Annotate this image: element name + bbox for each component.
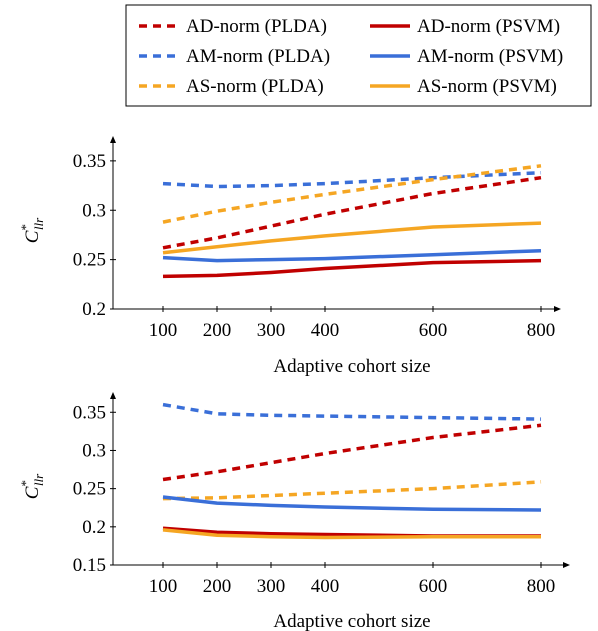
legend-label-as-norm-psvm: AS-norm (PSVM)	[417, 76, 557, 97]
y-axis-label-sub: llr	[31, 473, 46, 486]
x-axis-arrow	[563, 562, 570, 568]
y-axis-label-sub: llr	[31, 217, 46, 230]
x-tick-label: 400	[311, 576, 340, 597]
x-tick-label: 300	[257, 576, 286, 597]
y-tick-label: 0.3	[82, 200, 106, 221]
y-axis-label-main: C	[22, 486, 43, 499]
x-tick-label: 600	[419, 320, 448, 341]
series-line-am-norm-plda	[162, 402, 542, 421]
y-axis-label-main: C	[22, 230, 43, 243]
legend-label-ad-norm-psvm: AD-norm (PSVM)	[417, 16, 560, 37]
x-tick-label: 400	[311, 320, 340, 341]
x-axis-label: Adaptive cohort size	[273, 611, 430, 631]
y-tick-label: 0.25	[73, 250, 106, 271]
x-tick-label: 100	[149, 576, 178, 597]
x-tick-label: 200	[203, 576, 232, 597]
series-line-am-norm-plda	[162, 170, 542, 189]
x-tick-label: 600	[419, 576, 448, 597]
legend-label-am-norm-plda: AM-norm (PLDA)	[186, 46, 330, 67]
legend: AD-norm (PLDA) AD-norm (PSVM) AM-norm (PLD…	[125, 4, 592, 107]
series-line-as-norm-plda	[162, 164, 542, 224]
y-tick-label: 0.35	[73, 151, 106, 172]
y-axis-label-sup: *	[18, 224, 33, 231]
y-tick-label: 0.25	[73, 479, 106, 500]
legend-label-ad-norm-plda: AD-norm (PLDA)	[186, 16, 327, 37]
x-tick-label: 300	[257, 320, 286, 341]
chart-top: 0.2 0.25 0.3 0.35 100 200 300 400 600 800 Adaptive…	[18, 136, 561, 377]
x-tick-label: 200	[203, 320, 232, 341]
y-tick-label: 0.2	[82, 517, 106, 538]
series-line-ad-norm-plda	[162, 175, 542, 250]
y-tick-label: 0.2	[82, 299, 106, 320]
y-axis-label-sup: *	[18, 480, 33, 487]
series-line-as-norm-psvm	[162, 528, 541, 540]
y-axis-arrow	[110, 136, 116, 143]
legend-label-am-norm-psvm: AM-norm (PSVM)	[417, 46, 563, 67]
y-tick-label: 0.15	[73, 555, 106, 576]
series-line-ad-norm-psvm	[162, 258, 542, 279]
y-tick-label: 0.3	[82, 440, 106, 461]
y-axis-label: C*llr	[18, 473, 46, 499]
legend-box	[125, 4, 592, 107]
legend-label-as-norm-plda: AS-norm (PLDA)	[186, 76, 324, 97]
x-axis-arrow	[554, 306, 561, 312]
series-line-ad-norm-plda	[162, 423, 542, 482]
x-axis-label: Adaptive cohort size	[273, 356, 430, 377]
x-tick-label: 800	[527, 576, 556, 597]
y-tick-label: 0.35	[73, 402, 106, 423]
series-line-as-norm-psvm	[162, 221, 542, 255]
y-axis-arrow	[110, 392, 116, 399]
x-tick-label: 800	[527, 320, 556, 341]
series-line-am-norm-psvm	[162, 495, 542, 512]
x-tick-label: 100	[149, 320, 178, 341]
series-line-as-norm-plda	[162, 480, 542, 501]
y-axis-label: C*llr	[18, 217, 46, 243]
series-line-am-norm-psvm	[162, 248, 542, 263]
chart-bottom: 0.15 0.2 0.25 0.3 0.35 100 200 300 400 600 800 Adap…	[18, 392, 570, 631]
